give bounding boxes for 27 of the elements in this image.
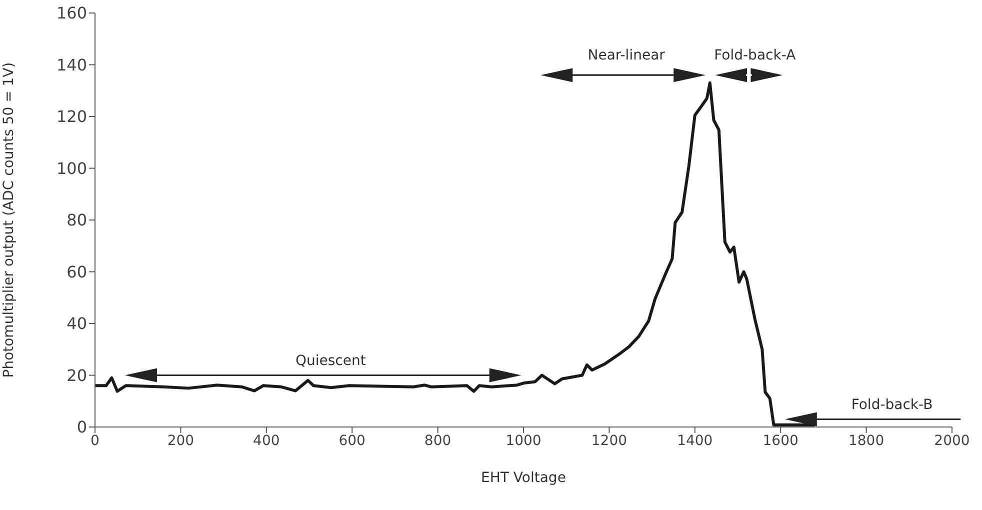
- x-tick-label: 1600: [762, 432, 798, 449]
- y-tick-label: 160: [56, 4, 87, 23]
- y-tick-label: 40: [66, 314, 87, 334]
- x-tick-label: 1200: [591, 432, 628, 449]
- x-tick-label: 800: [424, 432, 452, 449]
- annotation: Near-linear: [588, 48, 666, 64]
- annotation: Fold-back-B: [851, 396, 933, 413]
- x-tick-label: 1000: [506, 432, 542, 449]
- x-tick-label: 600: [338, 432, 366, 449]
- y-tick-label: 140: [56, 55, 87, 74]
- line-series: [95, 81, 816, 426]
- x-axis-title: EHT Voltage: [481, 470, 566, 486]
- y-tick-label: 0: [76, 418, 87, 437]
- x-tick-label: 200: [167, 432, 194, 449]
- y-tick-label: 80: [66, 210, 87, 230]
- y-tick-label: 120: [56, 107, 87, 126]
- x-tick-label: 2000: [934, 432, 970, 449]
- annotation: Fold-back-A: [714, 48, 796, 64]
- x-tick-label: 1800: [848, 432, 884, 449]
- y-axis-title: Photomultiplier output (ADC counts 50 = 1V): [0, 62, 17, 378]
- x-tick-label: 1400: [677, 432, 713, 449]
- x-tick-label: 400: [253, 432, 280, 449]
- y-tick-label: 20: [66, 366, 87, 385]
- y-tick-label: 100: [56, 158, 87, 178]
- annotation: Quiescent: [295, 352, 366, 369]
- x-tick-label: 0: [90, 432, 100, 449]
- y-tick-label: 60: [66, 262, 87, 282]
